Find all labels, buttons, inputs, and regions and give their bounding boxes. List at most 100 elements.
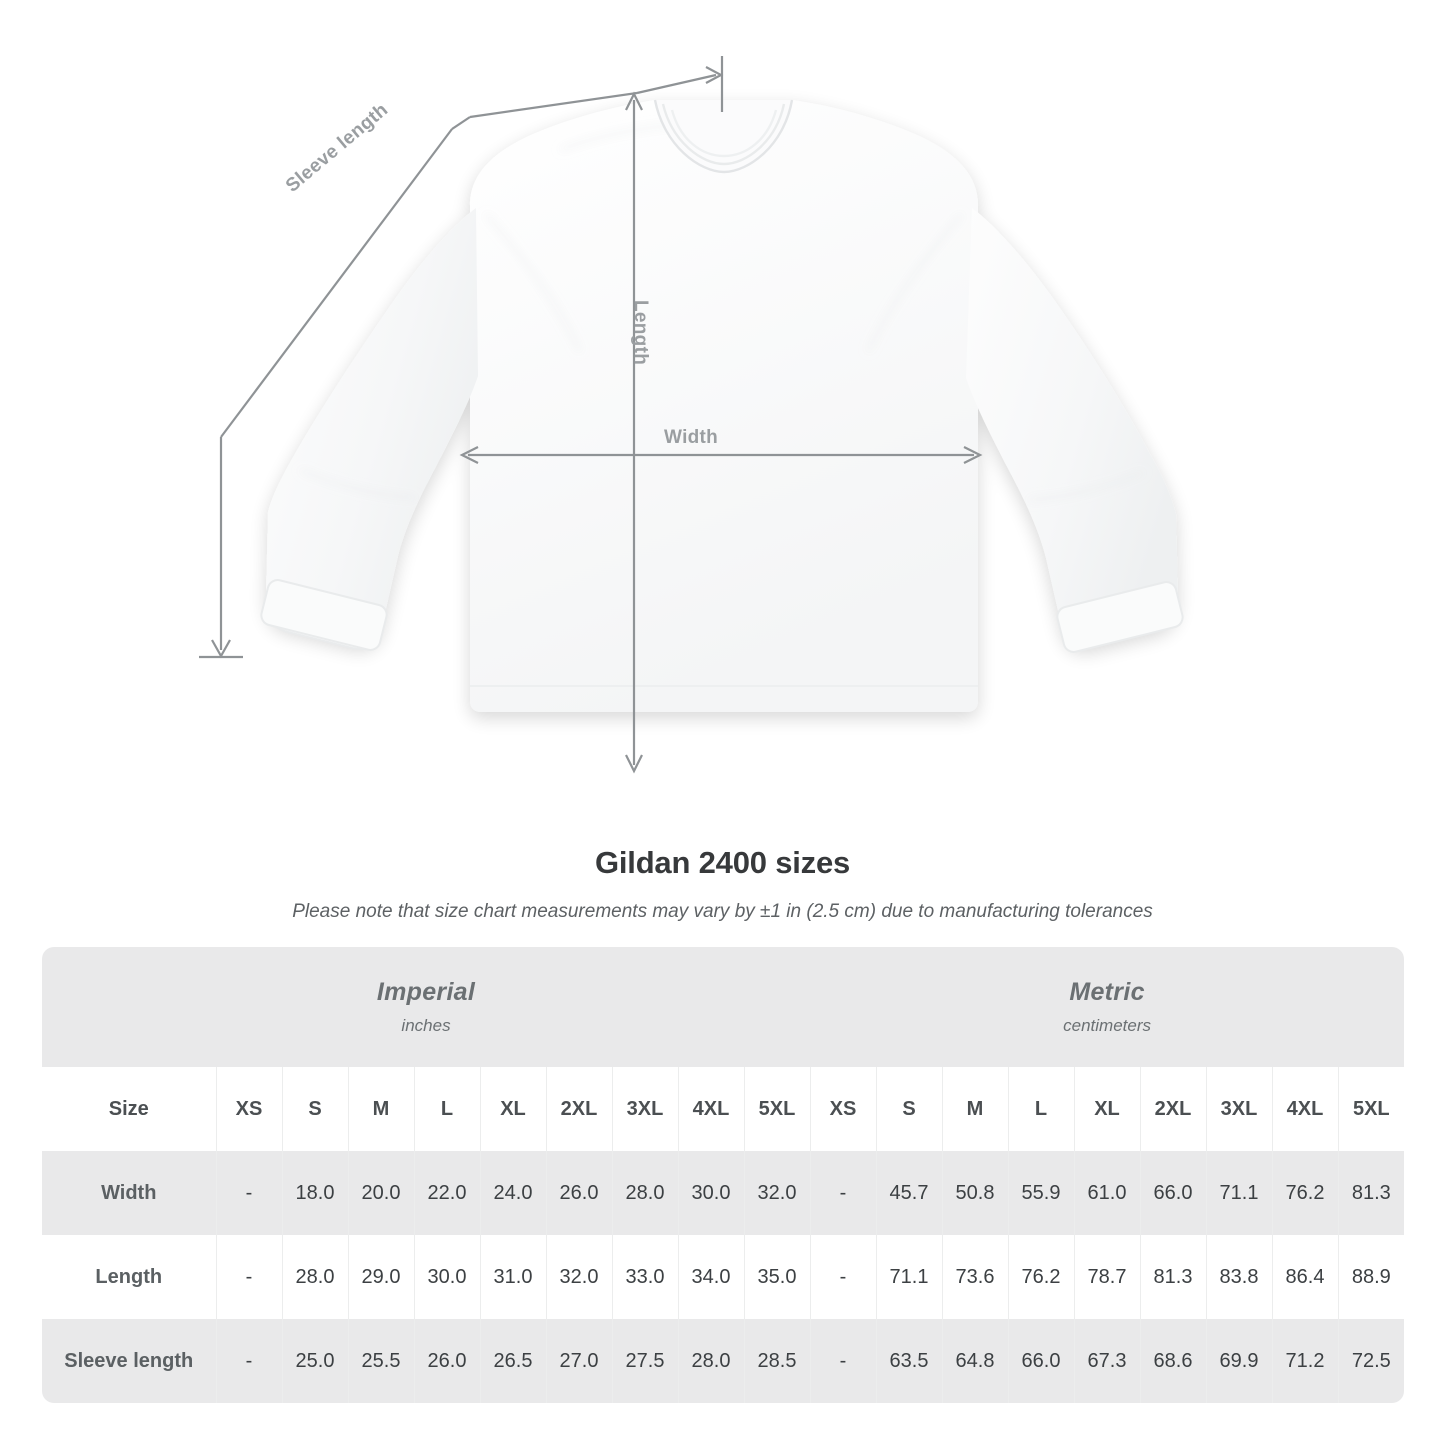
cell-sleeve-imp-xs: - [215, 1319, 282, 1403]
table-row-width: Width - 18.0 20.0 22.0 24.0 26.0 28.0 30… [42, 1151, 1405, 1235]
title-block: Gildan 2400 sizes Please note that size … [0, 845, 1445, 923]
table-row-sizes: Size XS S M L XL 2XL 3XL 4XL 5XL XS S M … [42, 1067, 1405, 1151]
cell-length-met-l: 76.2 [1007, 1235, 1074, 1319]
cell-width-imp-2xl: 26.0 [545, 1151, 612, 1235]
cell-width-imp-4xl: 30.0 [677, 1151, 744, 1235]
cell-sleeve-imp-xl: 26.5 [479, 1319, 546, 1403]
cell-width-imp-xl: 24.0 [479, 1151, 546, 1235]
collar [653, 99, 794, 174]
table-row-length: Length - 28.0 29.0 30.0 31.0 32.0 33.0 3… [42, 1235, 1405, 1319]
size-col-xs-met: XS [809, 1067, 876, 1151]
cell-length-met-5xl: 88.9 [1337, 1235, 1405, 1319]
size-table: Imperial inches Metric centimeters Size … [42, 947, 1405, 1403]
cell-width-met-3xl: 71.1 [1205, 1151, 1272, 1235]
cell-length-met-s: 71.1 [875, 1235, 942, 1319]
cell-width-met-l: 55.9 [1007, 1151, 1074, 1235]
size-table-body: Size XS S M L XL 2XL 3XL 4XL 5XL XS S M … [42, 1067, 1405, 1403]
size-col-4xl-imp: 4XL [677, 1067, 744, 1151]
cell-length-met-xl: 78.7 [1073, 1235, 1140, 1319]
cell-sleeve-met-2xl: 68.6 [1139, 1319, 1206, 1403]
cell-length-imp-5xl: 35.0 [743, 1235, 810, 1319]
cell-sleeve-imp-s: 25.0 [281, 1319, 348, 1403]
length-dimension [625, 91, 643, 774]
cell-width-met-xl: 61.0 [1073, 1151, 1140, 1235]
cell-width-met-2xl: 66.0 [1139, 1151, 1206, 1235]
cell-length-imp-2xl: 32.0 [545, 1235, 612, 1319]
cuffs [260, 579, 1184, 653]
cell-sleeve-met-3xl: 69.9 [1205, 1319, 1272, 1403]
cell-sleeve-met-m: 64.8 [941, 1319, 1008, 1403]
imperial-sub: inches [401, 1016, 451, 1035]
row-label-width: Width [42, 1151, 216, 1235]
cell-length-met-m: 73.6 [941, 1235, 1008, 1319]
sleeve-length-dimension [199, 56, 724, 659]
size-col-l-imp: L [413, 1067, 480, 1151]
cell-sleeve-met-s: 63.5 [875, 1319, 942, 1403]
cell-length-imp-m: 29.0 [347, 1235, 414, 1319]
size-col-4xl-met: 4XL [1271, 1067, 1338, 1151]
row-label-length: Length [42, 1235, 216, 1319]
cell-width-imp-l: 22.0 [413, 1151, 480, 1235]
cell-sleeve-imp-3xl: 27.5 [611, 1319, 678, 1403]
cell-sleeve-imp-4xl: 28.0 [677, 1319, 744, 1403]
cell-length-imp-xl: 31.0 [479, 1235, 546, 1319]
cell-width-imp-xs: - [215, 1151, 282, 1235]
cell-width-imp-5xl: 32.0 [743, 1151, 810, 1235]
cell-sleeve-imp-l: 26.0 [413, 1319, 480, 1403]
shirt-shape [266, 100, 1178, 712]
size-table-container: Imperial inches Metric centimeters Size … [42, 947, 1405, 1403]
size-col-s-imp: S [281, 1067, 348, 1151]
metric-sub: centimeters [1063, 1016, 1151, 1035]
cell-length-met-4xl: 86.4 [1271, 1235, 1338, 1319]
size-col-m-met: M [941, 1067, 1008, 1151]
size-header-cell: Size [42, 1067, 216, 1151]
cell-length-met-2xl: 81.3 [1139, 1235, 1206, 1319]
cell-sleeve-met-xs: - [809, 1319, 876, 1403]
cell-length-imp-3xl: 33.0 [611, 1235, 678, 1319]
cell-width-imp-s: 18.0 [281, 1151, 348, 1235]
cell-length-imp-l: 30.0 [413, 1235, 480, 1319]
size-col-xl-imp: XL [479, 1067, 546, 1151]
cell-width-met-4xl: 76.2 [1271, 1151, 1338, 1235]
size-col-xs-imp: XS [215, 1067, 282, 1151]
cell-width-imp-3xl: 28.0 [611, 1151, 678, 1235]
metric-name: Metric [1069, 978, 1145, 1006]
cell-sleeve-met-5xl: 72.5 [1337, 1319, 1405, 1403]
size-col-s-met: S [875, 1067, 942, 1151]
cell-width-met-5xl: 81.3 [1337, 1151, 1405, 1235]
cell-length-met-xs: - [809, 1235, 876, 1319]
cell-sleeve-imp-2xl: 27.0 [545, 1319, 612, 1403]
size-col-xl-met: XL [1073, 1067, 1140, 1151]
cell-sleeve-imp-m: 25.5 [347, 1319, 414, 1403]
width-label: Width [664, 427, 719, 448]
garment-illustration [199, 56, 1184, 774]
cell-length-met-3xl: 83.8 [1205, 1235, 1272, 1319]
tolerance-note: Please note that size chart measurements… [292, 901, 1153, 922]
cell-length-imp-4xl: 34.0 [677, 1235, 744, 1319]
cell-width-met-xs: - [809, 1151, 876, 1235]
cell-width-imp-m: 20.0 [347, 1151, 414, 1235]
size-col-3xl-met: 3XL [1205, 1067, 1272, 1151]
page-title: Gildan 2400 sizes [594, 845, 851, 880]
imperial-band: Imperial inches [42, 947, 810, 1067]
dimension-lines [199, 56, 983, 774]
size-col-2xl-met: 2XL [1139, 1067, 1206, 1151]
row-label-sleeve-length: Sleeve length [42, 1319, 216, 1403]
table-row-sleeve-length: Sleeve length - 25.0 25.5 26.0 26.5 27.0… [42, 1319, 1405, 1403]
cell-width-met-s: 45.7 [875, 1151, 942, 1235]
width-dimension [459, 446, 983, 464]
size-col-2xl-imp: 2XL [545, 1067, 612, 1151]
size-col-l-met: L [1007, 1067, 1074, 1151]
size-col-m-imp: M [347, 1067, 414, 1151]
cell-length-imp-xs: - [215, 1235, 282, 1319]
cell-width-met-m: 50.8 [941, 1151, 1008, 1235]
cell-sleeve-met-l: 66.0 [1007, 1319, 1074, 1403]
unit-band: Imperial inches Metric centimeters [42, 947, 1405, 1067]
size-col-3xl-imp: 3XL [611, 1067, 678, 1151]
imperial-name: Imperial [376, 978, 476, 1006]
length-label: Length [630, 300, 651, 366]
size-col-5xl-met: 5XL [1337, 1067, 1405, 1151]
cell-sleeve-met-4xl: 71.2 [1271, 1319, 1338, 1403]
cell-length-imp-s: 28.0 [281, 1235, 348, 1319]
